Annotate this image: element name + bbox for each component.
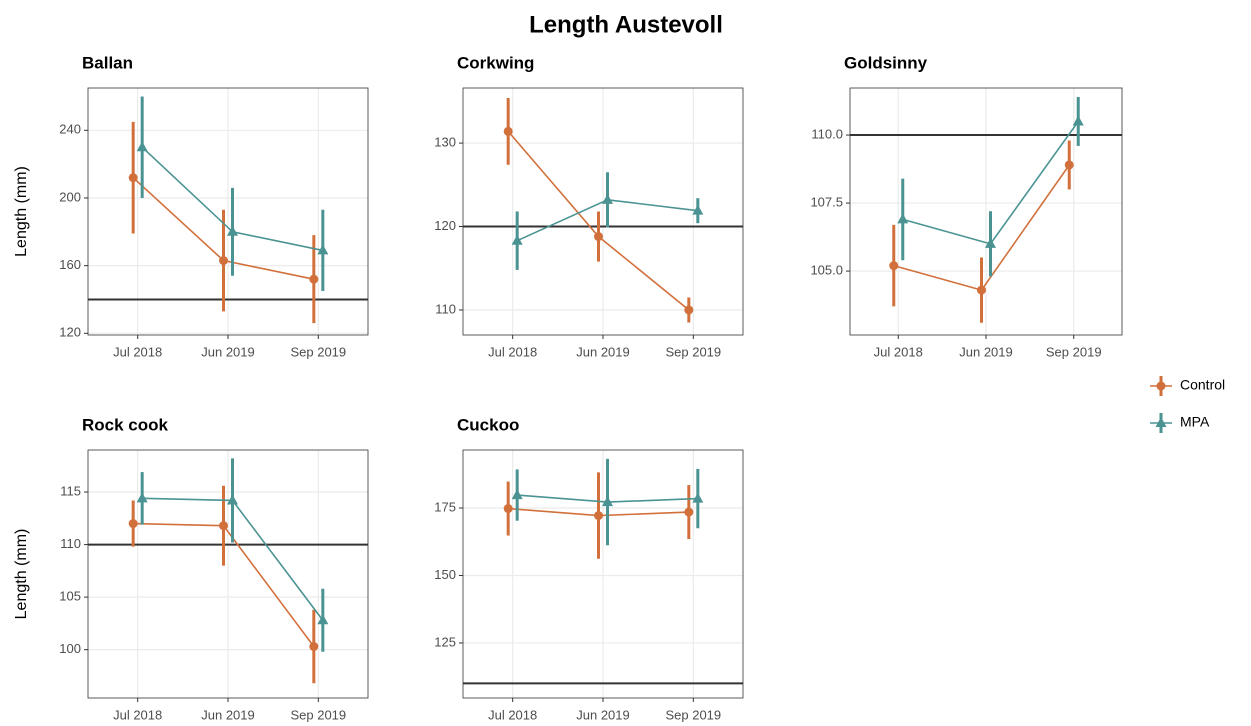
point [889, 261, 899, 271]
point [977, 285, 986, 295]
x-tick-label: Sep 2019 [665, 707, 721, 722]
point [227, 494, 238, 505]
x-tick-label: Jul 2018 [874, 344, 923, 359]
y-tick-label: 120 [434, 218, 456, 233]
panel-border [462, 87, 744, 336]
panel-border [87, 449, 369, 699]
panel-title: Corkwing [457, 53, 534, 72]
point [684, 507, 694, 517]
point [128, 519, 138, 529]
x-tick-label: Sep 2019 [665, 344, 721, 359]
point [1072, 115, 1084, 126]
point [219, 256, 228, 266]
point [309, 642, 319, 652]
point [985, 237, 996, 248]
point [317, 244, 329, 255]
y-tick-label: 110.0 [811, 126, 843, 141]
point [692, 492, 704, 503]
point [1064, 160, 1074, 170]
y-tick-label: 175 [434, 499, 456, 514]
y-tick-label: 110 [60, 536, 81, 551]
point [511, 489, 523, 500]
x-tick-label: Jul 2018 [113, 344, 162, 359]
y-tick-label: 105 [59, 589, 81, 604]
point [511, 234, 523, 245]
x-tick-label: Sep 2019 [1046, 344, 1102, 359]
point [594, 232, 603, 242]
panel-title: Cuckoo [457, 415, 519, 434]
point [136, 141, 148, 152]
x-tick-label: Sep 2019 [290, 344, 346, 359]
point [1155, 417, 1167, 427]
panel-border [462, 449, 744, 699]
y-tick-label: 115 [60, 483, 81, 498]
y-tick-label: 240 [59, 122, 81, 137]
point [503, 504, 513, 514]
point [594, 511, 603, 521]
x-tick-label: Jul 2018 [488, 707, 537, 722]
point [602, 496, 613, 507]
y-tick-label: 100 [59, 641, 81, 656]
y-tick-label: 120 [59, 325, 81, 340]
y-tick-label: 105.0 [810, 263, 843, 278]
legend-label: Control [1180, 377, 1225, 393]
legend-label: MPA [1180, 414, 1210, 430]
x-tick-label: Jun 2019 [201, 707, 255, 722]
point [219, 521, 228, 531]
x-tick-label: Jun 2019 [576, 344, 630, 359]
point [309, 274, 319, 284]
panel-title: Goldsinny [844, 53, 928, 72]
point [897, 213, 909, 224]
point [1156, 381, 1166, 391]
panel-title: Ballan [82, 53, 133, 72]
point [128, 173, 138, 183]
point [227, 225, 238, 236]
point [136, 492, 148, 503]
y-tick-label: 150 [434, 567, 456, 582]
point [684, 305, 694, 315]
x-tick-label: Jun 2019 [576, 707, 630, 722]
y-tick-label: 107.5 [810, 195, 843, 210]
x-tick-label: Jul 2018 [113, 707, 162, 722]
y-axis-label: Length (mm) [13, 529, 30, 620]
y-tick-label: 200 [59, 189, 81, 204]
y-tick-label: 110 [435, 301, 456, 316]
x-tick-label: Jul 2018 [488, 344, 537, 359]
y-axis-label: Length (mm) [13, 166, 30, 257]
panel-border [849, 87, 1123, 336]
point [602, 193, 613, 204]
point [503, 126, 513, 136]
panel-border [87, 87, 369, 336]
figure-title: Length Austevoll [529, 11, 723, 38]
panel-title: Rock cook [82, 415, 169, 434]
x-tick-label: Jun 2019 [959, 344, 1013, 359]
point [317, 614, 329, 625]
y-tick-label: 125 [434, 634, 456, 649]
y-tick-label: 160 [59, 257, 81, 272]
x-tick-label: Sep 2019 [290, 707, 346, 722]
point [692, 204, 704, 215]
y-tick-label: 130 [434, 135, 456, 150]
x-tick-label: Jun 2019 [201, 344, 255, 359]
